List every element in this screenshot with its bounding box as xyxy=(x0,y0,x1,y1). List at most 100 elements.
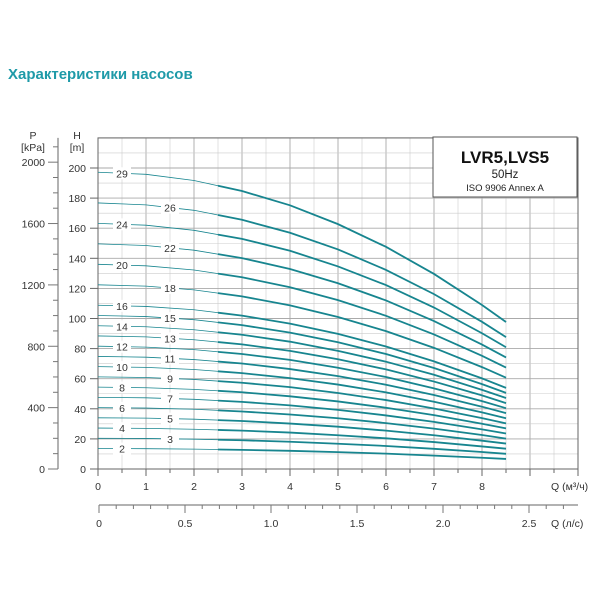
axes: 0204060801001201401601802000400800120016… xyxy=(22,137,579,530)
curve-label-bg xyxy=(113,167,131,180)
curve-18 xyxy=(217,292,507,379)
curve-thin-12 xyxy=(97,345,507,409)
x2-tick-label: 1.5 xyxy=(350,518,365,530)
curve-label: 18 xyxy=(164,283,176,295)
curve-label: 11 xyxy=(165,353,176,365)
curve-label-bg xyxy=(161,392,179,405)
curve-thin-24 xyxy=(97,222,507,348)
y-tick-label: 140 xyxy=(68,253,86,265)
curve-label: 4 xyxy=(119,423,125,435)
curve-label-bg xyxy=(161,432,179,445)
x-tick-label: 3 xyxy=(239,481,245,493)
curve-label-bg xyxy=(161,241,179,254)
x-tick-label: 4 xyxy=(287,481,293,493)
curve-label-bg xyxy=(113,259,131,272)
x2-tick-label: 2.0 xyxy=(436,518,451,530)
curve-8 xyxy=(217,389,507,430)
curve-7 xyxy=(217,399,507,435)
y2-tick-label: 1600 xyxy=(22,219,46,231)
curve-16 xyxy=(217,311,507,389)
x-tick-label: 0 xyxy=(95,481,101,493)
curve-label: 6 xyxy=(119,403,125,415)
curve-label: 24 xyxy=(116,219,128,231)
curve-label-bg xyxy=(161,352,179,365)
x-tick-label: 7 xyxy=(431,481,437,493)
curve-label-bg xyxy=(113,361,131,374)
curve-label: 26 xyxy=(164,203,176,215)
curve-label-bg xyxy=(113,442,131,455)
curve-22 xyxy=(217,253,507,359)
curve-13 xyxy=(217,341,507,404)
curve-9 xyxy=(217,380,507,425)
x2-axis-label: Q (л/с) xyxy=(551,518,583,530)
y2-axis-unit: [kPa] xyxy=(21,142,45,154)
curve-label: 13 xyxy=(164,333,176,345)
curve-label: 15 xyxy=(164,313,176,325)
x-axis-label: Q (м³/ч) xyxy=(551,481,588,493)
curve-label: 22 xyxy=(164,243,176,255)
curve-label: 14 xyxy=(116,321,128,333)
y-tick-label: 60 xyxy=(74,374,86,386)
curves xyxy=(97,171,507,460)
y-tick-label: 20 xyxy=(74,434,86,446)
x2-tick-label: 2.5 xyxy=(522,518,537,530)
curve-thin-13 xyxy=(97,335,507,404)
curve-20 xyxy=(217,272,507,369)
curve-label: 12 xyxy=(116,342,128,354)
curve-label: 10 xyxy=(116,362,128,374)
x2-tick-label: 0 xyxy=(96,518,102,530)
curve-label-bg xyxy=(161,201,179,214)
curve-label-bg xyxy=(161,332,179,345)
y2-axis-label: P xyxy=(29,130,36,142)
curve-label-bg xyxy=(113,381,131,394)
curve-label: 20 xyxy=(116,260,128,272)
y-tick-label: 80 xyxy=(74,344,86,356)
x-tick-label: 8 xyxy=(479,481,485,493)
curve-label-bg xyxy=(161,312,179,325)
curve-label-bg xyxy=(161,412,179,425)
chart-subtitle-standard: ISO 9906 Annex A xyxy=(466,183,544,194)
y-tick-label: 180 xyxy=(68,193,86,205)
curve-label: 3 xyxy=(167,434,173,446)
curve-label-bg xyxy=(113,340,131,353)
curve-label-bg xyxy=(161,372,179,385)
x2-tick-label: 0.5 xyxy=(178,518,193,530)
y2-tick-label: 0 xyxy=(39,464,45,476)
y2-tick-label: 400 xyxy=(27,403,45,415)
curve-24 xyxy=(217,233,507,349)
x-tick-label: 5 xyxy=(335,481,341,493)
curve-label: 16 xyxy=(116,301,128,313)
y-tick-label: 120 xyxy=(68,283,86,295)
curve-labels: 2 3 4 5 6 7 8 9 10 11 12 13 14 15 16 18 20 22 24 26 29 xyxy=(113,167,179,456)
y-tick-label: 40 xyxy=(74,404,86,416)
x2-tick-label: 1.0 xyxy=(264,518,279,530)
x-tick-label: 6 xyxy=(383,481,389,493)
y-tick-label: 160 xyxy=(68,223,86,235)
curve-label: 2 xyxy=(119,444,125,456)
y2-tick-label: 800 xyxy=(27,341,45,353)
y2-tick-label: 2000 xyxy=(22,157,46,169)
curve-5 xyxy=(217,419,507,445)
y-tick-label: 0 xyxy=(80,464,86,476)
curve-label: 9 xyxy=(167,373,173,385)
curve-6 xyxy=(217,409,507,440)
curve-29 xyxy=(217,184,507,323)
y2-tick-label: 1200 xyxy=(22,280,46,292)
curve-11 xyxy=(217,360,507,415)
y-tick-label: 200 xyxy=(68,163,86,175)
curve-label-bg xyxy=(113,299,131,312)
curve-label: 8 xyxy=(119,382,125,394)
curve-label-bg xyxy=(113,422,131,435)
x-tick-label: 1 xyxy=(143,481,149,493)
y-tick-label: 100 xyxy=(68,314,86,326)
chart-subtitle-frequency: 50Hz xyxy=(492,169,519,181)
curve-label: 7 xyxy=(167,394,173,406)
legend-box: LVR5,LVS5 50Hz ISO 9906 Annex A xyxy=(432,136,578,198)
chart-title: LVR5,LVS5 xyxy=(461,148,549,167)
curve-3 xyxy=(217,438,507,455)
y-axis-unit: [m] xyxy=(70,142,85,154)
curve-label: 5 xyxy=(167,414,173,426)
curve-4 xyxy=(217,429,507,450)
curve-12 xyxy=(217,350,507,410)
